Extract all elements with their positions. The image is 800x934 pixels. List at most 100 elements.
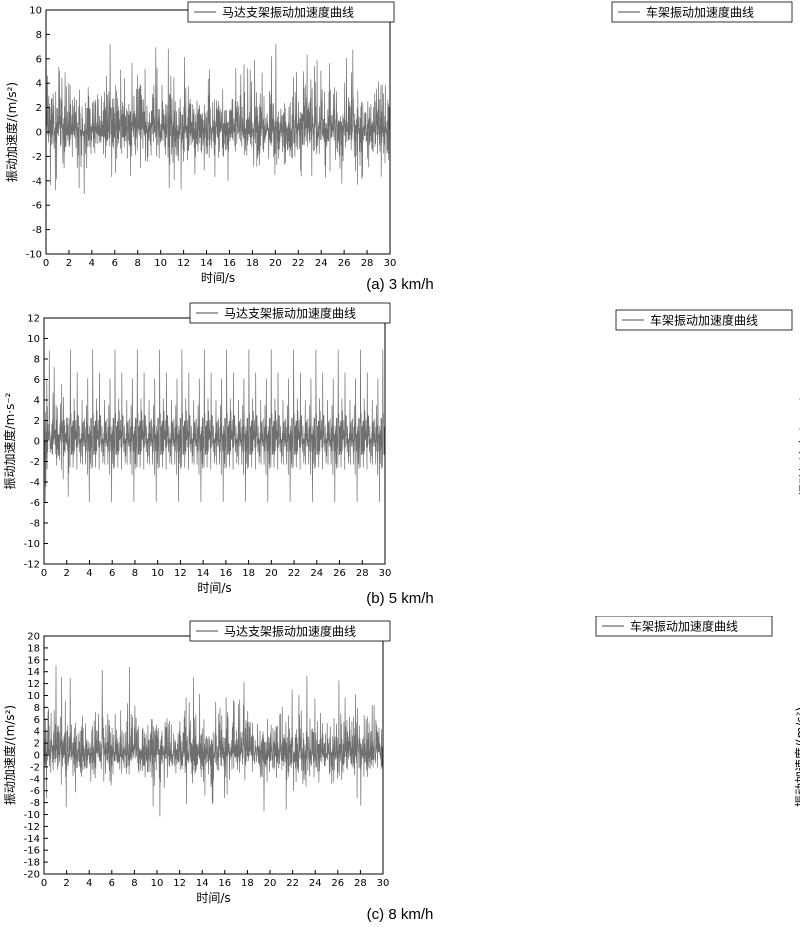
x-axis-label: 时间/s	[201, 271, 235, 285]
y-tick-label: -12	[24, 560, 40, 571]
y-tick-label: -18	[24, 858, 40, 869]
y-tick-label: 12	[27, 314, 40, 325]
x-tick-label: 30	[379, 568, 392, 579]
x-tick-label: 12	[177, 258, 190, 269]
y-tick-label: 18	[27, 643, 40, 654]
y-tick-label: -6	[32, 201, 42, 212]
motor-bracket-chart-3kmh: 0 2 4 6 8 10 12 14 16 18 20 22 24 26 28 30-10-8-6-4-202…	[4, 1, 396, 285]
legend-label: 马达支架振动加速度曲线	[224, 624, 356, 639]
x-tick-label: 10	[154, 258, 167, 269]
legend-box	[187, 1, 395, 23]
y-tick-label: -8	[30, 519, 40, 530]
legend: 马达支架振动加速度曲线	[189, 302, 391, 324]
x-tick-label: 30	[377, 878, 390, 889]
y-axis-label: 振动加速度/(m/s²)	[2, 705, 17, 805]
legend: 车架振动加速度曲线	[611, 1, 793, 23]
motor-bracket-chart-8kmh: 0 2 4 6 8 10 12 14 16 18 20 22 24 26 28 30-20-18-16-14-…	[2, 620, 391, 905]
y-tick-label: 4	[36, 79, 42, 90]
y-tick-label: -16	[24, 846, 40, 857]
y-tick-label: -2	[30, 457, 40, 468]
x-tick-label: 2	[64, 568, 70, 579]
x-tick-label: 20	[269, 258, 282, 269]
legend: 马达支架振动加速度曲线	[187, 1, 395, 23]
legend-box	[189, 302, 391, 324]
x-tick-label: 28	[361, 258, 374, 269]
x-tick-label: 26	[333, 568, 346, 579]
y-tick-label: 10	[27, 691, 40, 702]
y-axis-label: 振动加速度/(m/s²)	[4, 82, 19, 182]
y-axis-label: 振动加速度/(m/s²)	[797, 396, 800, 496]
x-tick-label: 6	[112, 258, 118, 269]
y-tick-label: 10	[27, 334, 40, 345]
y-tick-label: 2	[34, 739, 40, 750]
x-tick-label: 8	[132, 568, 138, 579]
x-tick-label: 4	[86, 568, 92, 579]
motor-bracket-chart-5kmh: 0 2 4 6 8 10 12 14 16 18 20 22 24 26 28 30-12-10-8-6-4-…	[2, 302, 392, 595]
y-tick-label: 0	[36, 128, 42, 139]
y-tick-label: 4	[34, 727, 40, 738]
x-tick-label: 12	[174, 568, 187, 579]
legend-label: 车架振动加速度曲线	[650, 313, 758, 328]
y-tick-label: -8	[32, 225, 42, 236]
frame-chart-3kmh: 024681012141618202224262830-2.5-2.0-1.5-…	[611, 1, 793, 23]
x-tick-label: 16	[223, 258, 236, 269]
x-tick-label: 2	[63, 878, 69, 889]
x-tick-label: 24	[310, 568, 323, 579]
y-tick-label: 12	[27, 679, 40, 690]
legend-label: 车架振动加速度曲线	[630, 619, 738, 634]
y-tick-label: -6	[30, 498, 40, 509]
y-tick-label: 10	[29, 6, 42, 17]
y-tick-label: -12	[24, 822, 40, 833]
y-tick-label: 6	[34, 715, 40, 726]
x-tick-label: 14	[200, 258, 213, 269]
x-tick-label: 18	[241, 878, 254, 889]
y-tick-label: -2	[32, 152, 42, 163]
x-tick-label: 20	[265, 568, 278, 579]
y-tick-label: 2	[36, 103, 42, 114]
y-tick-label: 8	[36, 30, 42, 41]
legend-label: 马达支架振动加速度曲线	[222, 5, 354, 20]
x-tick-label: 8	[135, 258, 141, 269]
x-tick-label: 26	[331, 878, 344, 889]
x-tick-label: 0	[41, 568, 47, 579]
legend: 车架振动加速度曲线	[615, 309, 793, 331]
y-tick-label: 6	[36, 54, 42, 65]
x-tick-label: 16	[219, 568, 232, 579]
y-axis-label: 振动加速度/m·s⁻²	[2, 392, 17, 489]
x-axis-label: 时间/s	[197, 581, 231, 595]
y-tick-label: 4	[34, 396, 40, 407]
y-tick-label: -14	[24, 834, 40, 845]
x-tick-label: 24	[309, 878, 322, 889]
x-tick-label: 28	[354, 878, 367, 889]
y-tick-label: 2	[34, 416, 40, 427]
legend-label: 马达支架振动加速度曲线	[224, 306, 356, 321]
x-tick-label: 14	[196, 878, 209, 889]
y-tick-label: 16	[27, 655, 40, 666]
x-tick-label: 2	[66, 258, 72, 269]
frame-chart-5kmh: 024681012141618202224262830-3.5-3.0-2.5-…	[615, 309, 800, 496]
caption-5kmh: (b) 5 km/h	[366, 590, 434, 607]
legend-label: 车架振动加速度曲线	[646, 5, 754, 20]
vibration-signal-line	[45, 43, 391, 195]
x-tick-label: 22	[288, 568, 301, 579]
x-tick-label: 0	[43, 258, 49, 269]
x-tick-label: 18	[246, 258, 259, 269]
y-tick-label: -20	[24, 870, 40, 881]
x-tick-label: 10	[151, 568, 164, 579]
y-tick-label: 14	[27, 667, 40, 678]
legend-box	[189, 620, 391, 642]
x-tick-label: 22	[292, 258, 305, 269]
x-tick-label: 0	[41, 878, 47, 889]
x-tick-label: 14	[197, 568, 210, 579]
y-tick-label: 0	[34, 751, 40, 762]
x-tick-label: 6	[109, 878, 115, 889]
legend: 车架振动加速度曲线	[595, 616, 773, 637]
y-tick-label: 8	[34, 355, 40, 366]
x-tick-label: 4	[86, 878, 92, 889]
vibration-signal-line	[43, 349, 386, 502]
x-tick-label: 8	[131, 878, 137, 889]
y-tick-label: 0	[34, 437, 40, 448]
y-tick-label: -8	[30, 798, 40, 809]
y-tick-label: -4	[30, 478, 40, 489]
y-tick-label: 8	[34, 703, 40, 714]
